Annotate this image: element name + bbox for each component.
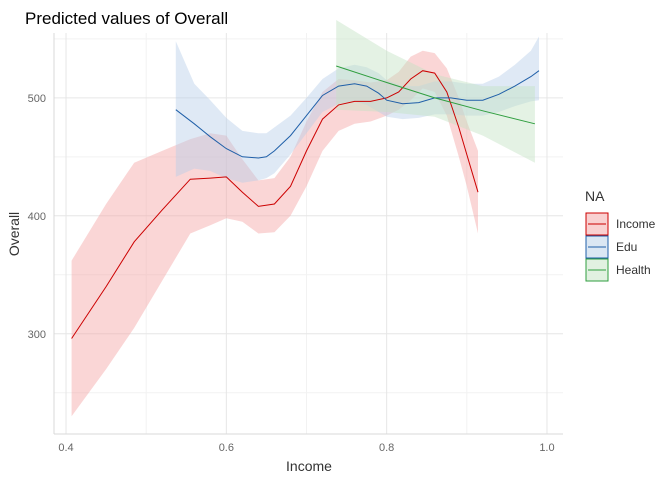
axes: 0.4 0.6 0.8 1.0 300 400 500 bbox=[28, 33, 563, 454]
legend-item-edu: Edu bbox=[585, 235, 637, 259]
x-axis-title: Income bbox=[286, 458, 332, 474]
legend: NA Income Edu Health bbox=[585, 188, 656, 282]
legend-label-health: Health bbox=[616, 263, 651, 277]
confidence-ribbons bbox=[71, 20, 540, 417]
x-tick-label: 1.0 bbox=[539, 442, 554, 454]
chart-title: Predicted values of Overall bbox=[25, 9, 228, 28]
series-lines bbox=[71, 65, 540, 339]
ribbon-health bbox=[336, 20, 535, 163]
line-income bbox=[71, 70, 479, 339]
legend-label-edu: Edu bbox=[616, 240, 637, 254]
y-axis-title: Overall bbox=[6, 212, 22, 256]
x-tick-label: 0.6 bbox=[219, 442, 234, 454]
line-health bbox=[336, 65, 536, 125]
ribbon-income bbox=[71, 50, 478, 417]
y-tick-label: 300 bbox=[28, 329, 46, 341]
ribbon-edu bbox=[175, 36, 540, 183]
line-edu bbox=[175, 70, 540, 159]
legend-item-income: Income bbox=[585, 212, 656, 236]
legend-title: NA bbox=[585, 188, 605, 204]
legend-item-health: Health bbox=[585, 258, 651, 282]
y-tick-label: 400 bbox=[28, 211, 46, 223]
legend-label-income: Income bbox=[616, 217, 656, 231]
x-tick-label: 0.4 bbox=[58, 442, 73, 454]
y-tick-label: 500 bbox=[28, 93, 46, 105]
x-tick-label: 0.8 bbox=[379, 442, 394, 454]
grid bbox=[54, 33, 563, 434]
